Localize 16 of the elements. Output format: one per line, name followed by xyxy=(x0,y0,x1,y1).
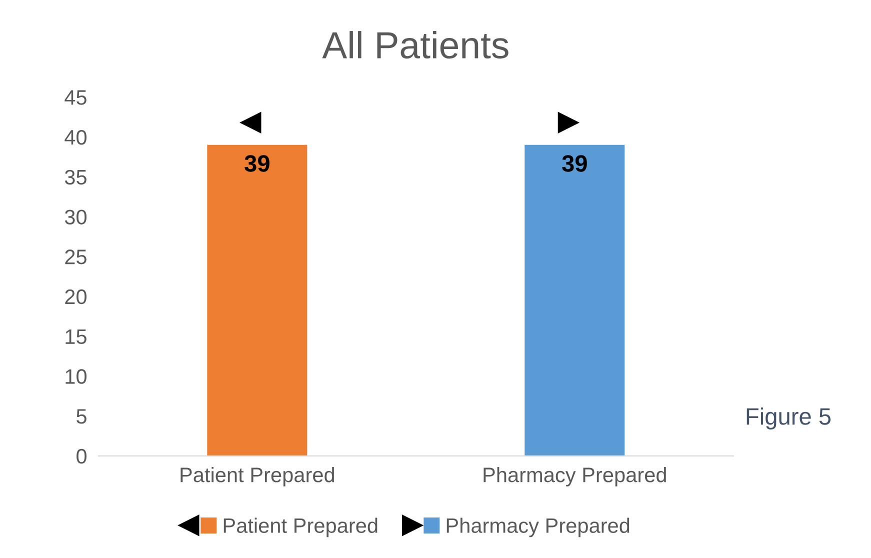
y-tick-label: 10 xyxy=(66,369,86,384)
y-tick-label: 5 xyxy=(76,409,86,424)
y-tick-label: 15 xyxy=(66,330,86,344)
chart-title: All Patients xyxy=(322,31,508,59)
y-tick-label: 25 xyxy=(65,250,86,264)
y-tick-label: 40 xyxy=(64,130,86,145)
y-tick-label: 35 xyxy=(64,170,86,185)
data-label: 39 xyxy=(562,155,587,172)
y-tick-label: 0 xyxy=(76,448,86,464)
data-label: 39 xyxy=(244,155,270,172)
y-tick-label: 20 xyxy=(65,289,86,304)
caption: Figure 5 xyxy=(746,407,831,430)
legend-label: Pharmacy Prepared xyxy=(446,518,630,538)
legend-label: Patient Prepared xyxy=(224,518,378,538)
y-tick-label: 30 xyxy=(64,210,86,224)
y-tick-label: 45 xyxy=(64,90,86,105)
